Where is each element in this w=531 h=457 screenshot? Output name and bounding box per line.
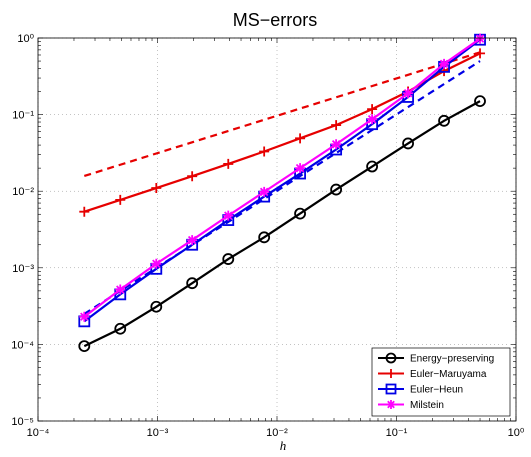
data-point: [186, 277, 199, 290]
data-point: [386, 400, 396, 409]
x-tick-label: 10⁻²: [266, 427, 288, 439]
y-tick-label: 10⁻²: [12, 186, 34, 198]
legend-label: Milstein: [410, 400, 444, 411]
y-tick-label: 10⁻¹: [12, 110, 34, 122]
data-point: [115, 194, 126, 205]
data-point: [385, 352, 397, 364]
data-point: [151, 258, 162, 269]
data-point: [187, 171, 198, 182]
data-point: [295, 163, 306, 174]
data-point: [115, 284, 126, 295]
data-point: [79, 206, 90, 217]
x-axis-label: h: [280, 438, 287, 453]
data-point: [114, 322, 127, 335]
y-tick-label: 10⁰: [17, 33, 34, 45]
data-point: [331, 139, 342, 150]
data-point: [385, 383, 397, 395]
x-tick-label: 10⁻⁴: [27, 427, 50, 439]
y-tick-label: 10⁻⁵: [11, 416, 34, 428]
data-point: [223, 210, 234, 221]
x-tick-label: 10⁻¹: [386, 427, 408, 439]
data-point: [331, 120, 342, 131]
legend: Energy−preserving Euler−Maruyama Euler−Heu…: [371, 347, 511, 417]
data-point: [187, 235, 198, 246]
chart-title: MS−errors: [233, 10, 318, 30]
data-point: [330, 183, 343, 196]
reference-line: [83, 60, 481, 315]
data-point: [367, 104, 378, 115]
data-point: [151, 183, 162, 194]
data-point: [439, 58, 450, 69]
reference-lines: [83, 51, 481, 315]
data-point: [366, 160, 379, 173]
legend-label: Euler−Heun: [410, 385, 463, 396]
reference-line: [83, 51, 481, 178]
data-point: [223, 158, 234, 169]
legend-label: Euler−Maruyama: [410, 369, 487, 380]
data-point: [295, 133, 306, 144]
data-point: [259, 186, 270, 197]
data-point: [258, 231, 271, 244]
legend-entry: Energy−preserving: [378, 352, 494, 365]
x-tick-label: 10⁻³: [147, 427, 169, 439]
data-point: [294, 207, 306, 220]
x-tick-label: 10⁰: [508, 427, 525, 439]
legend-entry: Euler−Maruyama: [378, 369, 487, 380]
data-point: [150, 300, 163, 313]
data-point: [78, 340, 91, 353]
legend-label: Energy−preserving: [410, 354, 494, 365]
y-tick-label: 10⁻⁴: [11, 339, 34, 351]
legend-entry: Milstein: [378, 400, 444, 411]
data-point: [438, 114, 450, 127]
series-layer: [78, 33, 486, 353]
series-line: [83, 38, 481, 323]
series-line: [83, 100, 481, 348]
y-tick-label: 10⁻³: [12, 263, 34, 275]
legend-entry: Euler−Heun: [378, 383, 463, 396]
data-point: [367, 114, 378, 125]
data-point: [475, 48, 486, 59]
data-point: [222, 253, 235, 265]
data-point: [259, 146, 270, 157]
data-point: [79, 311, 90, 322]
series-line: [83, 37, 481, 318]
axis-layer: 10⁻⁴ 10⁻³ 10⁻² 10⁻¹ 10⁰10⁻⁵10⁻⁴10⁻³10⁻²10⁻¹1…: [11, 33, 525, 439]
series-energy-preserving: [78, 95, 486, 353]
data-point: [402, 137, 414, 150]
data-point: [474, 95, 486, 108]
data-point: [403, 88, 414, 99]
data-point: [386, 369, 396, 378]
